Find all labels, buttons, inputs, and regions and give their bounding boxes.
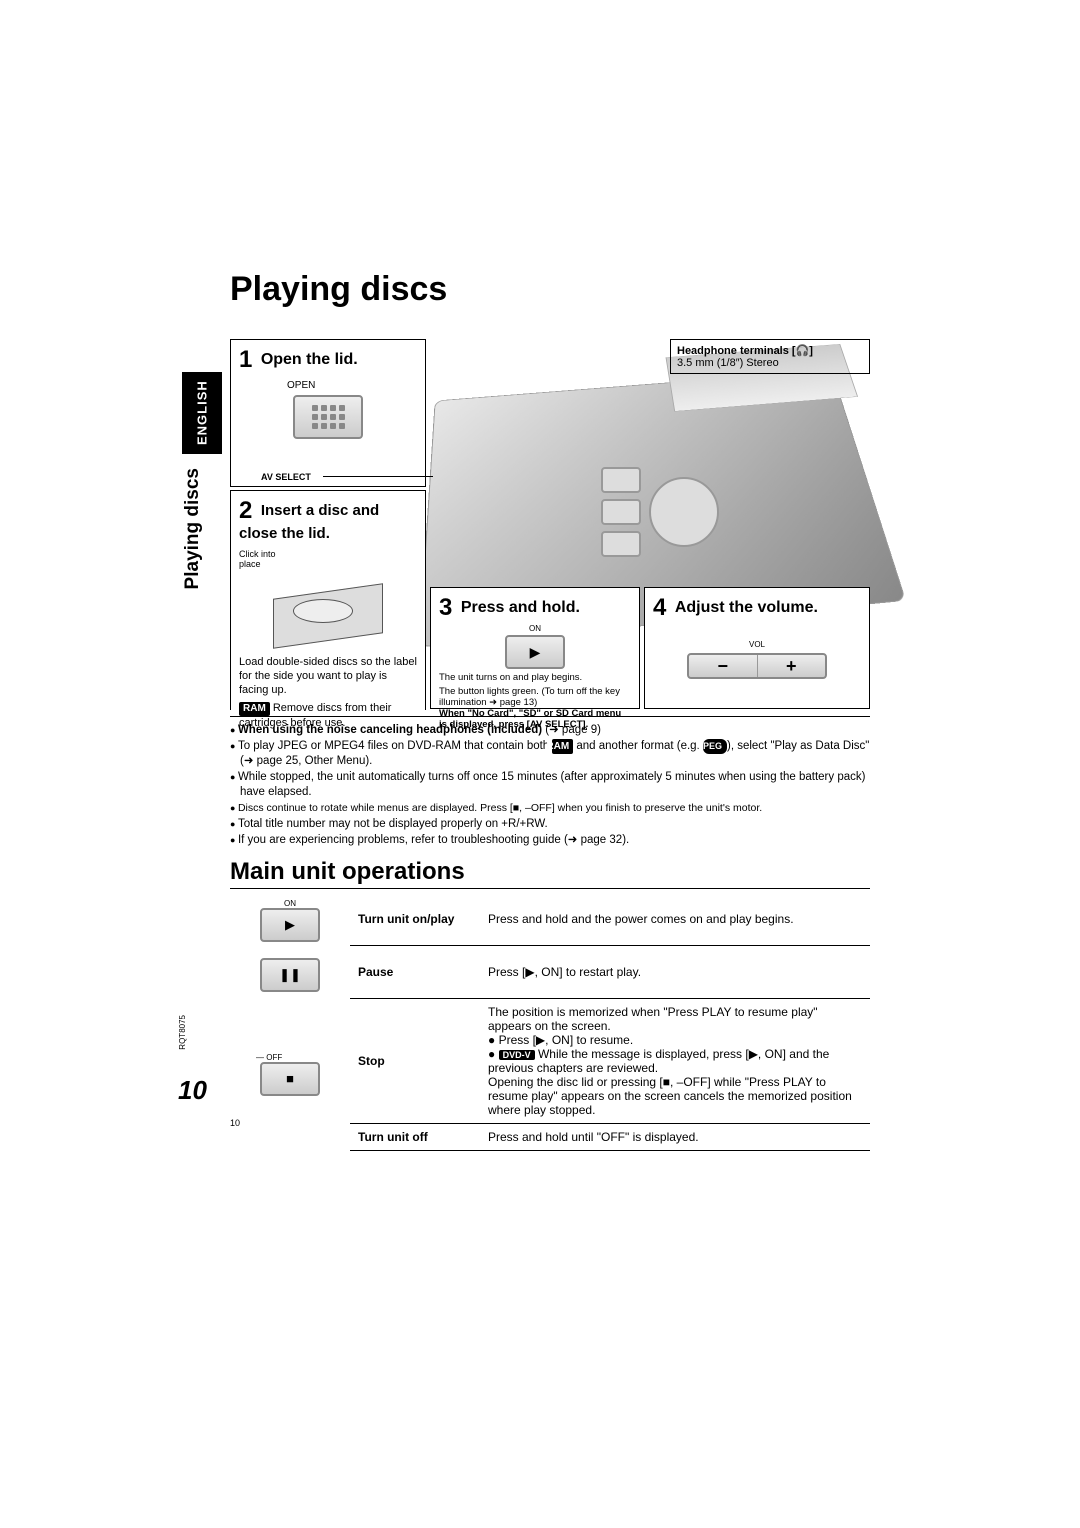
device-pause-button: [601, 499, 641, 525]
main-unit-operations-title: Main unit operations: [230, 858, 870, 889]
step-3-line1: The unit turns on and play begins.: [439, 672, 631, 683]
op-desc: The position is memorized when "Press PL…: [480, 998, 870, 1123]
device-stop-button: [601, 531, 641, 557]
note-5: Total title number may not be displayed …: [230, 817, 870, 832]
pause-button-icon: ❚❚: [260, 958, 320, 992]
play-button-illustration: ▶: [505, 635, 565, 669]
ram-badge: RAM: [239, 702, 270, 716]
page-title: Playing discs: [230, 270, 870, 309]
op-desc: Press and hold until "OFF" is displayed.: [480, 1123, 870, 1150]
device-dpad: [649, 477, 719, 547]
ram-note: RAM Remove discs from their cartridges b…: [239, 701, 417, 730]
page-number-large: 10: [178, 1075, 207, 1106]
headphone-title: Headphone terminals [🎧]: [677, 344, 863, 357]
step-3-box: 3 Press and hold. ON ▶ The unit turns on…: [430, 587, 640, 709]
table-row: — OFF ■ Stop The position is memorized w…: [230, 998, 870, 1123]
av-select-label: AV SELECT: [261, 472, 311, 482]
table-row: ON ▶ ❚❚ Turn unit on/play Press and hold…: [230, 893, 870, 945]
vol-minus: −: [689, 655, 758, 677]
op-label: Stop: [350, 998, 480, 1123]
on-label: ON: [439, 624, 631, 633]
av-select-line: [323, 476, 433, 477]
step-2-number: 2: [239, 497, 252, 525]
op-desc: Press [▶, ON] to restart play.: [480, 945, 870, 998]
vol-plus: +: [758, 655, 826, 677]
step-1-box: 1 Open the lid. OPEN AV SELECT: [230, 339, 426, 487]
op-label: Turn unit off: [350, 1123, 480, 1150]
note-3: While stopped, the unit automatically tu…: [230, 770, 870, 800]
headphone-subtitle: 3.5 mm (1/8″) Stereo: [677, 357, 863, 369]
step-4-title: Adjust the volume.: [675, 599, 818, 616]
op-label: Pause: [350, 945, 480, 998]
note-4: Discs continue to rotate while menus are…: [230, 801, 870, 816]
step-3-title: Press and hold.: [461, 599, 580, 616]
step-4-box: 4 Adjust the volume. VOL − +: [644, 587, 870, 709]
step-2-title: Insert a disc and close the lid.: [239, 502, 379, 542]
volume-bar-illustration: − +: [687, 653, 827, 679]
step-1-title: Open the lid.: [261, 351, 358, 368]
side-section-label: Playing discs: [182, 468, 204, 589]
note-2: To play JPEG or MPEG4 files on DVD-RAM t…: [230, 739, 870, 769]
step-1-number: 1: [239, 346, 252, 374]
step-2-box: 2 Insert a disc and close the lid. Click…: [230, 490, 426, 710]
device-controls: [570, 467, 750, 557]
language-tab: ENGLISH: [182, 372, 222, 454]
disc-insert-illustration: [268, 571, 388, 651]
device-play-button: [601, 467, 641, 493]
step-3-number: 3: [439, 594, 452, 622]
vol-label: VOL: [653, 640, 861, 649]
play-on-button-icon: ▶: [260, 908, 320, 942]
doc-reference: RQT8075: [178, 1015, 187, 1050]
op-label: Turn unit on/play: [350, 893, 480, 945]
click-into-place-label: Click into place: [239, 549, 276, 569]
note-6: If you are experiencing problems, refer …: [230, 833, 870, 848]
operations-table: ON ▶ ❚❚ Turn unit on/play Press and hold…: [230, 893, 870, 1151]
op-desc: Press and hold and the power comes on an…: [480, 893, 870, 945]
load-disc-text: Load double-sided discs so the label for…: [239, 655, 417, 697]
diagram-area: Headphone terminals [🎧] 3.5 mm (1/8″) St…: [230, 317, 870, 717]
step-4-number: 4: [653, 594, 666, 622]
step-3-line2: The button lights green. (To turn off th…: [439, 686, 631, 708]
headphone-callout: Headphone terminals [🎧] 3.5 mm (1/8″) St…: [670, 339, 870, 374]
notes-section: When using the noise canceling headphone…: [230, 723, 870, 848]
on-tiny-label: ON: [238, 899, 342, 908]
stop-button-icon: ■: [260, 1062, 320, 1096]
off-tiny-label: — OFF: [238, 1053, 342, 1062]
step-3-line3: When "No Card", "SD" or SD Card menu is …: [439, 708, 631, 730]
open-label: OPEN: [287, 380, 417, 391]
open-button-illustration: [293, 395, 363, 439]
